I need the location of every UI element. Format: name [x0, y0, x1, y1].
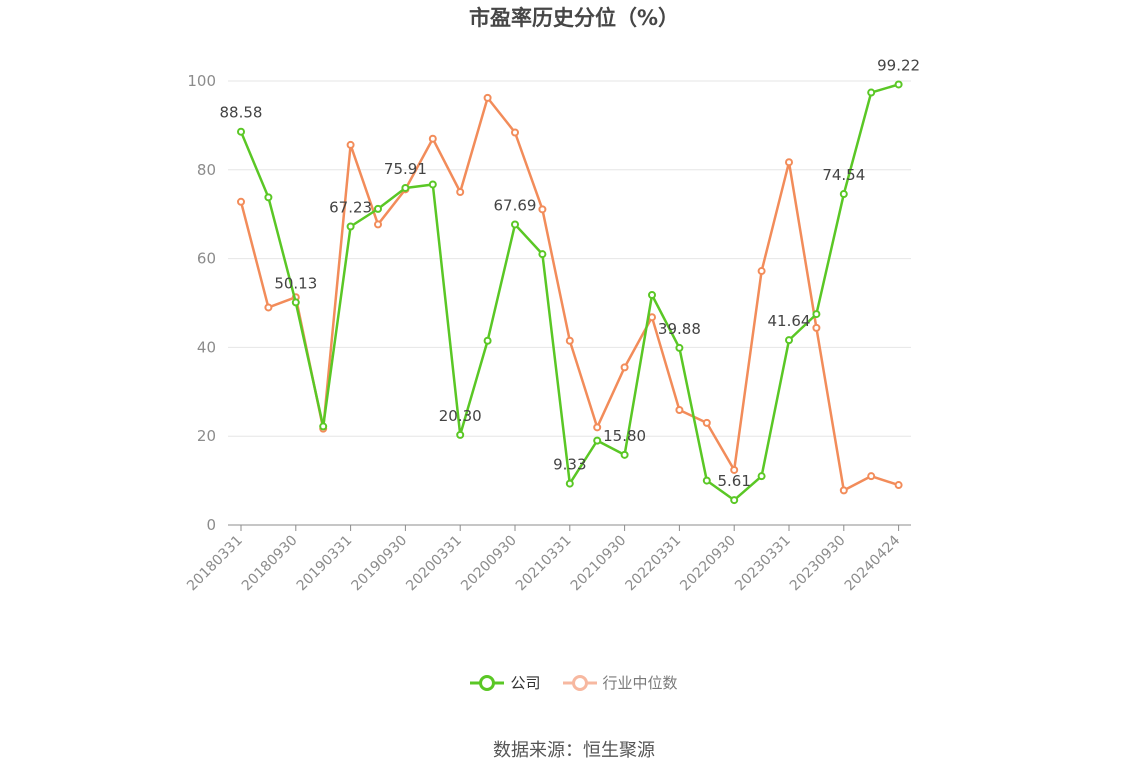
x-tick-label: 20210930: [568, 533, 630, 595]
company-point: [785, 336, 793, 345]
company-data-label: 75.91: [384, 160, 427, 178]
industry-point: [812, 323, 821, 332]
company-point: [620, 450, 629, 459]
legend-marker-company-icon: [470, 674, 505, 691]
x-tick-label: 20200930: [458, 533, 520, 595]
company-data-label: 67.23: [329, 198, 372, 216]
industry-point: [730, 465, 739, 474]
company-point: [237, 127, 245, 136]
industry-point: [648, 313, 656, 322]
industry-point: [428, 134, 437, 143]
company-data-label: 67.69: [494, 196, 537, 214]
company-point: [456, 430, 465, 439]
x-tick-label: 20180331: [184, 533, 246, 595]
company-data-label: 99.22: [877, 56, 920, 74]
industry-point: [593, 423, 602, 432]
company-point: [511, 220, 519, 229]
industry-point: [785, 158, 793, 167]
chart-plot: 0 20 40 60 80 100 2018033120180930201903312019…: [184, 56, 920, 595]
y-tick-label: 100: [187, 72, 216, 90]
company-data-label: 50.13: [274, 274, 317, 292]
industry-point: [894, 481, 903, 490]
x-tick-label: 20210331: [513, 533, 575, 595]
company-point: [319, 422, 328, 431]
company-data-label: 20.30: [439, 407, 482, 425]
company-point: [839, 190, 848, 199]
company-series-line: [239, 83, 899, 502]
legend-item-company[interactable]: 公司: [470, 672, 541, 693]
industry-series-line: [239, 96, 899, 492]
legend-marker-industry-icon: [562, 674, 597, 691]
industry-point: [346, 140, 355, 149]
x-tick-label: 20220930: [677, 533, 739, 595]
industry-point: [456, 188, 465, 196]
company-point: [593, 436, 602, 445]
company-data-label: 41.64: [768, 312, 811, 330]
x-tick-label: 20180930: [239, 533, 301, 595]
company-point: [538, 250, 547, 259]
legend-label-industry-median: 行业中位数: [602, 674, 678, 692]
company-point: [565, 479, 574, 488]
industry-point: [702, 418, 711, 427]
company-point: [812, 310, 821, 319]
x-tick-label: 20200331: [403, 533, 465, 595]
company-point: [757, 472, 766, 481]
company-data-label: 74.54: [822, 166, 865, 184]
industry-point: [511, 128, 519, 137]
company-point: [675, 343, 684, 352]
industry-point: [757, 267, 766, 276]
industry-point: [538, 205, 547, 214]
industry-point: [620, 363, 629, 372]
company-data-label: 88.58: [220, 104, 263, 122]
company-point: [401, 183, 410, 192]
company-point: [291, 298, 300, 307]
company-data-label: 5.61: [717, 472, 750, 490]
x-tick-label: 20230331: [732, 533, 794, 595]
x-tick-label: 20240424: [842, 532, 904, 594]
company-data-label: 39.88: [658, 320, 701, 338]
company-point: [346, 222, 355, 231]
chart-title: 市盈率历史分位（%）: [468, 6, 680, 30]
company-point: [867, 88, 876, 97]
industry-point: [374, 220, 382, 229]
company-point: [702, 476, 711, 485]
y-tick-label: 40: [197, 338, 216, 356]
company-point: [894, 80, 903, 89]
y-tick-label: 80: [197, 161, 216, 179]
company-point: [730, 496, 739, 505]
industry-point: [675, 406, 684, 415]
company-point: [483, 336, 492, 345]
source-note: 数据来源：恒生聚源: [493, 740, 655, 761]
industry-point: [839, 486, 848, 495]
legend-label-company: 公司: [510, 674, 541, 692]
company-data-label: 15.80: [603, 427, 646, 445]
company-point: [374, 204, 382, 213]
industry-point: [867, 472, 876, 481]
x-tick-label: 20190930: [349, 533, 411, 595]
legend-item-industry-median[interactable]: 行业中位数: [562, 672, 678, 693]
industry-point: [483, 93, 492, 102]
x-tick-label: 20230930: [787, 533, 849, 595]
x-tick-label: 20220331: [623, 533, 685, 595]
company-point: [648, 291, 656, 300]
y-tick-label: 20: [197, 427, 216, 445]
company-point: [428, 180, 437, 189]
y-tick-label: 0: [206, 516, 216, 534]
industry-point: [237, 197, 245, 206]
x-tick-label: 20190331: [294, 533, 356, 595]
industry-point: [565, 336, 574, 345]
legend: 公司 行业中位数: [0, 672, 1148, 693]
y-tick-label: 60: [197, 250, 216, 268]
industry-point: [264, 303, 273, 312]
company-point: [264, 193, 273, 202]
company-data-label: 9.33: [553, 456, 586, 474]
